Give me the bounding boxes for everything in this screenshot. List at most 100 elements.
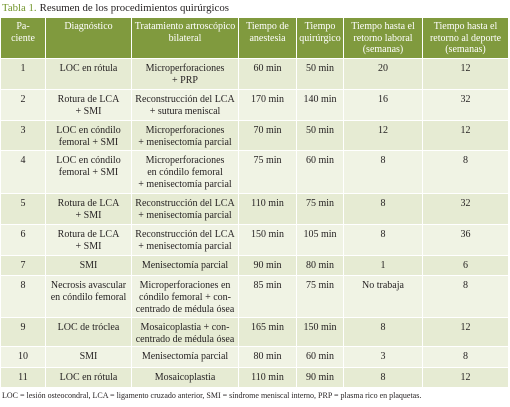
cell-retorno-deporte: 6 [463, 260, 468, 271]
table-row: 5 Rotura de LCA + SMI Reconstrucción del… [1, 194, 508, 225]
cell-diagnostico: SMI [46, 347, 132, 367]
cell-diagnostico: LOC de tróclea [46, 318, 132, 346]
cell-retorno-laboral: No trabaja [344, 276, 423, 317]
cell-retorno-deporte: 8 [463, 155, 468, 166]
cell-tiempo-anestesia: 150 min [239, 225, 297, 255]
cell-retorno-laboral: 20 [344, 59, 423, 89]
table-row: 10 SMI Menisectomía parcial 80 min 60 mi… [1, 347, 508, 368]
cell-retorno-laboral: 8 [344, 225, 423, 255]
cell-paciente: 8 [1, 276, 46, 317]
cell-retorno-laboral: 8 [344, 194, 423, 224]
cell-retorno-deporte: 32 [460, 94, 471, 105]
cell-tratamiento: Microperforaciones + PRP [132, 59, 239, 89]
table-label: Tabla 1. [2, 2, 37, 14]
cell-tratamiento: Mosaicoplastia [132, 368, 239, 387]
cell-tiempo-quirurgico: 150 min [297, 318, 344, 346]
cell-retorno-laboral: 8 [344, 151, 423, 193]
cell-retorno-deporte: 8 [463, 280, 468, 291]
cell-tiempo-quirurgico: 50 min [297, 121, 344, 150]
cell-tiempo-anestesia: 170 min [239, 90, 297, 120]
cell-paciente: 9 [1, 318, 46, 346]
cell-paciente: 11 [1, 368, 46, 387]
cell-tiempo-quirurgico: 75 min [297, 194, 344, 224]
table-row: 7 SMI Menisectomía parcial 90 min 80 min… [1, 256, 508, 276]
cell-tiempo-anestesia: 75 min [239, 151, 297, 193]
cell-diagnostico: LOC en rótula [46, 59, 132, 89]
cell-paciente: 6 [1, 225, 46, 255]
cell-tiempo-anestesia: 85 min [239, 276, 297, 317]
table-row: 9 LOC de tróclea Mosaicoplastia + con- c… [1, 318, 508, 347]
cell-tratamiento: Menisectomía parcial [132, 256, 239, 275]
cell-tiempo-quirurgico: 140 min [297, 90, 344, 120]
cell-retorno-deporte: 12 [460, 372, 471, 383]
cell-tiempo-quirurgico: 80 min [297, 256, 344, 275]
cell-paciente: 10 [1, 347, 46, 367]
cell-tiempo-quirurgico: 75 min [297, 276, 344, 317]
table-row: 6 Rotura de LCA + SMI Reconstrucción del… [1, 225, 508, 256]
cell-retorno-deporte: 12 [460, 322, 471, 333]
cell-tratamiento: Reconstrucción del LCA + sutura meniscal [132, 90, 239, 120]
cell-retorno-deporte: 8 [463, 351, 468, 362]
table-row: 4 LOC en cóndilo femoral + SMI Microperf… [1, 151, 508, 194]
cell-retorno-deporte: 32 [460, 198, 471, 209]
cell-retorno-deporte: 12 [460, 125, 471, 136]
cell-tiempo-quirurgico: 60 min [297, 347, 344, 367]
table-header-row: Pa- ciente Diagnóstico Tratamiento artro… [1, 18, 508, 59]
table-row: 1 LOC en rótula Microperforaciones + PRP… [1, 59, 508, 90]
cell-tiempo-anestesia: 110 min [239, 368, 297, 387]
table-row: 3 LOC en cóndilo femoral + SMI Microperf… [1, 121, 508, 151]
cell-paciente: 3 [1, 121, 46, 150]
cell-tiempo-anestesia: 165 min [239, 318, 297, 346]
cell-tiempo-quirurgico: 105 min [297, 225, 344, 255]
cell-retorno-laboral: 3 [344, 347, 423, 367]
header-tiempo-quirurgico: Tiempo quirúrgico [297, 18, 344, 58]
cell-tratamiento: Microperforaciones + menisectomía parcia… [132, 121, 239, 150]
cell-retorno-laboral: 16 [344, 90, 423, 120]
cell-tratamiento: Mosaicoplastia + con- centrado de médula… [132, 318, 239, 346]
cell-paciente: 2 [1, 90, 46, 120]
cell-tratamiento: Microperforaciones en cóndilo femoral + … [132, 151, 239, 193]
cell-retorno-laboral: 1 [344, 256, 423, 275]
cell-tiempo-anestesia: 110 min [239, 194, 297, 224]
cell-tiempo-quirurgico: 50 min [297, 59, 344, 89]
cell-paciente: 1 [1, 59, 46, 89]
cell-tratamiento: Menisectomía parcial [132, 347, 239, 367]
cell-tiempo-anestesia: 60 min [239, 59, 297, 89]
cell-diagnostico: LOC en rótula [46, 368, 132, 387]
table-row: 8 Necrosis avascular en cóndilo femoral … [1, 276, 508, 318]
procedures-table: Pa- ciente Diagnóstico Tratamiento artro… [1, 18, 508, 388]
header-paciente: Pa- ciente [1, 18, 46, 58]
cell-paciente: 7 [1, 256, 46, 275]
header-tiempo-anestesia: Tiempo de anestesia [239, 18, 297, 58]
header-retorno-laboral: Tiempo hasta el retorno laboral (semanas… [344, 18, 423, 58]
cell-diagnostico: Rotura de LCA + SMI [46, 90, 132, 120]
table-footnote: LOC = lesión osteocondral, LCA = ligamen… [2, 391, 422, 400]
header-tratamiento: Tratamiento artroscópico bilateral [132, 18, 239, 58]
cell-tiempo-anestesia: 70 min [239, 121, 297, 150]
cell-retorno-deporte: 36 [460, 229, 471, 240]
cell-tiempo-anestesia: 80 min [239, 347, 297, 367]
table-row: 11 LOC en rótula Mosaicoplastia 110 min … [1, 368, 508, 388]
cell-tratamiento: Microperforaciones en cóndilo femoral + … [132, 276, 239, 317]
cell-tiempo-quirurgico: 60 min [297, 151, 344, 193]
cell-retorno-deporte: 12 [460, 63, 471, 74]
table-row: 2 Rotura de LCA + SMI Reconstrucción del… [1, 90, 508, 121]
cell-retorno-laboral: 12 [344, 121, 423, 150]
cell-tratamiento: Reconstrucción del LCA + menisectomía pa… [132, 225, 239, 255]
cell-tratamiento: Reconstrucción del LCA + menisectomía pa… [132, 194, 239, 224]
cell-tiempo-anestesia: 90 min [239, 256, 297, 275]
cell-paciente: 4 [1, 151, 46, 193]
cell-diagnostico: LOC en cóndilo femoral + SMI [46, 121, 132, 150]
header-retorno-deporte: Tiempo hasta el retorno al deporte (sema… [429, 21, 502, 56]
cell-diagnostico: Necrosis avascular en cóndilo femoral [46, 276, 132, 317]
cell-diagnostico: Rotura de LCA + SMI [46, 225, 132, 255]
table-title: Resumen de los procedimientos quirúrgico… [39, 2, 229, 14]
cell-tiempo-quirurgico: 90 min [297, 368, 344, 387]
cell-retorno-laboral: 8 [344, 318, 423, 346]
cell-diagnostico: LOC en cóndilo femoral + SMI [46, 151, 132, 193]
cell-diagnostico: Rotura de LCA + SMI [46, 194, 132, 224]
cell-retorno-laboral: 8 [344, 368, 423, 387]
cell-paciente: 5 [1, 194, 46, 224]
cell-diagnostico: SMI [46, 256, 132, 275]
table-caption: Tabla 1. Resumen de los procedimientos qu… [2, 2, 229, 15]
